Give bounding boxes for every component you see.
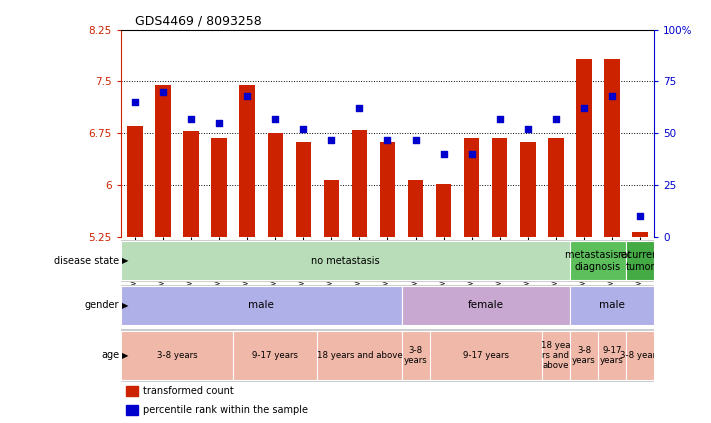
Bar [520,142,535,237]
Text: gender: gender [85,300,119,310]
Point [298,126,309,132]
Point [410,136,421,143]
Bar [324,180,339,237]
Bar [127,405,138,415]
Bar [548,138,564,237]
Point [550,115,562,122]
Point [438,151,449,157]
Point [186,115,197,122]
Point [242,93,253,99]
Text: 18 yea
rs and
above: 18 yea rs and above [541,341,571,370]
Bar [436,184,451,237]
Point [634,213,646,220]
Bar [183,131,199,237]
Bar [598,331,626,380]
Text: ▶: ▶ [122,351,129,360]
Bar [402,331,429,380]
Point [494,115,506,122]
Bar [317,331,402,380]
Bar [570,331,598,380]
Text: 9-17 years: 9-17 years [252,351,298,360]
Bar [121,286,402,325]
Bar [380,142,395,237]
Point [326,136,337,143]
Bar [121,241,570,280]
Text: ▶: ▶ [122,301,129,310]
Text: 3-8
years: 3-8 years [404,346,427,365]
Point [213,120,225,126]
Bar [464,138,479,237]
Bar [121,331,233,380]
Bar [296,142,311,237]
Text: 3-8 years: 3-8 years [620,351,661,360]
Bar [626,241,654,280]
Text: metastasis at
diagnosis: metastasis at diagnosis [565,250,631,272]
Text: 9-17 years: 9-17 years [463,351,509,360]
Bar [352,130,367,237]
Bar [211,138,227,237]
Text: ▶: ▶ [122,256,129,265]
Bar [576,59,592,237]
Bar [604,59,620,237]
Text: female: female [468,300,503,310]
Bar [492,138,508,237]
Bar [626,331,654,380]
Bar [408,180,423,237]
Bar [267,133,283,237]
Bar [127,386,138,396]
Text: percentile rank within the sample: percentile rank within the sample [144,405,309,415]
Point [354,105,365,112]
Bar [402,286,570,325]
Text: male: male [599,300,625,310]
Text: age: age [102,350,119,360]
Text: male: male [248,300,274,310]
Text: 3-8 years: 3-8 years [156,351,198,360]
Bar [155,85,171,237]
Bar [240,85,255,237]
Bar [570,286,654,325]
Point [522,126,533,132]
Point [269,115,281,122]
Point [606,93,618,99]
Text: 9-17
years: 9-17 years [600,346,624,365]
Point [157,88,169,95]
Point [129,99,141,106]
Text: GDS4469 / 8093258: GDS4469 / 8093258 [135,14,262,27]
Point [382,136,393,143]
Bar [127,126,143,237]
Text: 3-8
years: 3-8 years [572,346,596,365]
Bar [429,331,542,380]
Bar [570,241,626,280]
Point [466,151,477,157]
Text: disease state: disease state [54,256,119,266]
Bar [233,331,317,380]
Bar [542,331,570,380]
Bar [632,232,648,237]
Text: transformed count: transformed count [144,386,234,396]
Text: no metastasis: no metastasis [311,256,380,266]
Text: recurrent
tumor: recurrent tumor [618,250,663,272]
Point [578,105,589,112]
Text: 18 years and above: 18 years and above [316,351,402,360]
